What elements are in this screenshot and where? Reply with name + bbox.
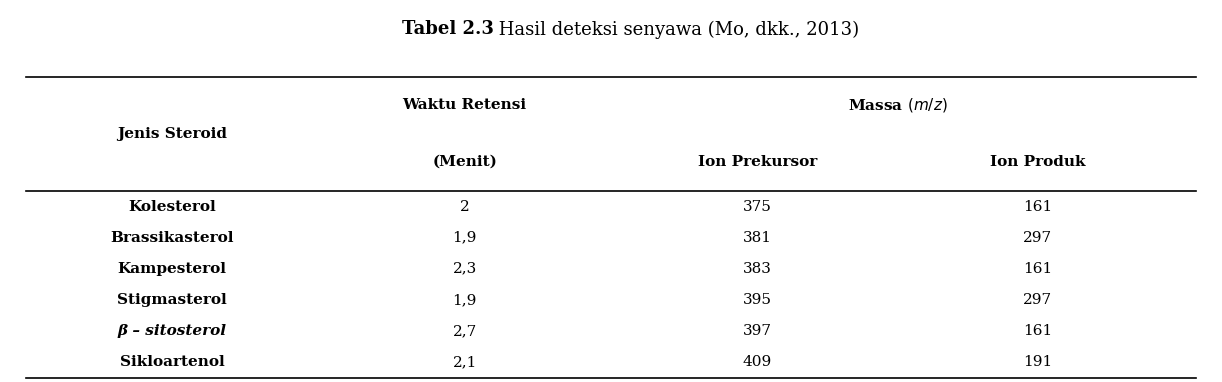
Text: Kolesterol: Kolesterol bbox=[128, 199, 216, 214]
Text: 2: 2 bbox=[459, 199, 469, 214]
Text: 2,1: 2,1 bbox=[452, 355, 477, 369]
Text: Sikloartenol: Sikloartenol bbox=[120, 355, 225, 369]
Text: 297: 297 bbox=[1023, 231, 1052, 244]
Text: Tabel 2.3: Tabel 2.3 bbox=[402, 20, 494, 38]
Text: Ion Prekursor: Ion Prekursor bbox=[698, 155, 818, 168]
Text: 409: 409 bbox=[743, 355, 772, 369]
Text: 395: 395 bbox=[743, 293, 772, 307]
Text: 1,9: 1,9 bbox=[452, 231, 477, 244]
Text: 2,7: 2,7 bbox=[452, 324, 477, 338]
Text: 397: 397 bbox=[743, 324, 772, 338]
Text: Massa $\mathit{(m/z)}$: Massa $\mathit{(m/z)}$ bbox=[848, 96, 947, 114]
Text: β – sitosterol: β – sitosterol bbox=[117, 324, 226, 338]
Text: 2,3: 2,3 bbox=[452, 262, 477, 276]
Text: 1,9: 1,9 bbox=[452, 293, 477, 307]
Text: Ion Produk: Ion Produk bbox=[990, 155, 1085, 168]
Text: 297: 297 bbox=[1023, 293, 1052, 307]
Text: Tabel 2.3: Tabel 2.3 bbox=[1, 20, 93, 38]
Text: (Menit): (Menit) bbox=[433, 155, 497, 168]
Text: Hasil deteksi senyawa (Mo, dkk., 2013): Hasil deteksi senyawa (Mo, dkk., 2013) bbox=[494, 20, 859, 39]
Text: 191: 191 bbox=[1023, 355, 1052, 369]
Text: Brassikasterol: Brassikasterol bbox=[110, 231, 233, 244]
Text: Jenis Steroid: Jenis Steroid bbox=[117, 127, 227, 141]
Text: 161: 161 bbox=[1023, 199, 1052, 214]
Text: Stigmasterol: Stigmasterol bbox=[117, 293, 227, 307]
Text: Tabel 2.3 Hasil deteksi senyawa (Mo, dkk., 2013): Tabel 2.3 Hasil deteksi senyawa (Mo, dkk… bbox=[386, 20, 836, 39]
Text: 161: 161 bbox=[1023, 262, 1052, 276]
Text: 381: 381 bbox=[743, 231, 772, 244]
Text: 161: 161 bbox=[1023, 324, 1052, 338]
Text: Waktu Retensi: Waktu Retensi bbox=[402, 98, 527, 112]
Text: Kampesterol: Kampesterol bbox=[117, 262, 226, 276]
Text: 375: 375 bbox=[743, 199, 772, 214]
Text: 383: 383 bbox=[743, 262, 772, 276]
